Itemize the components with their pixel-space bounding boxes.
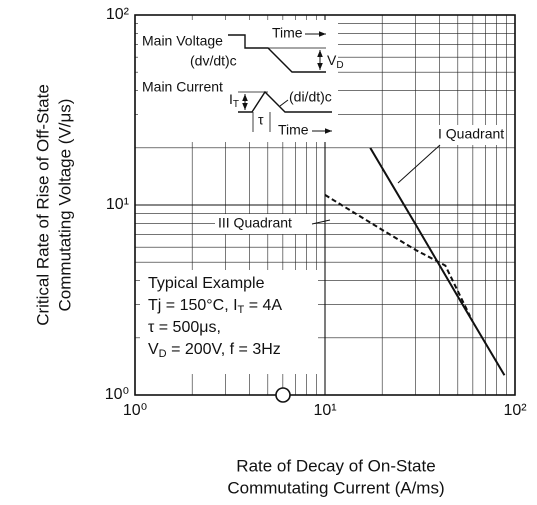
series-label: III Quadrant xyxy=(218,215,292,231)
subscript: D xyxy=(159,348,167,360)
inset-diagram: Main Voltage Time VD (dv/dt)c Main Curre… xyxy=(138,20,344,142)
x-axis-label: Rate of Decay of On-State xyxy=(236,456,435,475)
x-tick-label: 10² xyxy=(503,402,527,419)
x-tick-label: 10⁰ xyxy=(123,402,147,419)
inset-text: τ xyxy=(258,112,264,128)
y-axis-label: Critical Rate of Rise of Off-State xyxy=(33,84,52,326)
subscript: T xyxy=(238,304,245,316)
plot-frame xyxy=(134,14,516,396)
y-tick-label: 10² xyxy=(106,6,130,23)
series-label: I Quadrant xyxy=(438,126,504,142)
inset-text: IT xyxy=(229,91,239,110)
leader xyxy=(311,219,331,225)
inset-text: Time xyxy=(278,122,309,138)
series-line xyxy=(324,194,471,317)
axis-marker xyxy=(275,387,291,403)
label-bg xyxy=(436,125,498,145)
leader xyxy=(397,144,441,184)
x-tick-label: 10¹ xyxy=(313,402,336,419)
example-line: Typical Example xyxy=(148,275,265,292)
inset-text: (dv/dt)c xyxy=(190,53,237,69)
y-tick-label: 10¹ xyxy=(106,196,129,213)
text-part: τ = 500μs, xyxy=(148,319,221,336)
text-part: V xyxy=(148,341,159,358)
example-line: Tj = 150°C, IT = 4A xyxy=(148,297,282,316)
inset-text: (di/dt)c xyxy=(289,89,332,105)
text-part: Tj = 150°C, I xyxy=(148,297,238,314)
example-line: VD = 200V, f = 3Hz xyxy=(148,341,281,360)
typical-example: Typical Example Tj = 150°C, IT = 4A τ = 50… xyxy=(148,275,282,360)
curves xyxy=(324,147,506,376)
voltage-wave xyxy=(228,34,326,73)
example-bg xyxy=(140,270,318,374)
y-tick-label: 10⁰ xyxy=(105,386,129,403)
text-part: = 4A xyxy=(244,297,282,314)
inset-text: Main Current xyxy=(142,79,223,95)
label-bg xyxy=(215,214,315,234)
x-axis-label: Commutating Current (A/ms) xyxy=(227,478,444,497)
inset-text: VD xyxy=(327,52,344,71)
leader xyxy=(279,99,289,107)
text-part: Typical Example xyxy=(148,275,265,292)
y-axis-label: Commutating Voltage (V/μs) xyxy=(55,99,74,312)
text-part: = 200V, f = 3Hz xyxy=(167,341,281,358)
inset-text: Main Voltage xyxy=(142,33,223,49)
inset-bg xyxy=(138,20,338,142)
example-line: τ = 500μs, xyxy=(148,319,221,336)
inset-text: Time xyxy=(272,25,303,41)
